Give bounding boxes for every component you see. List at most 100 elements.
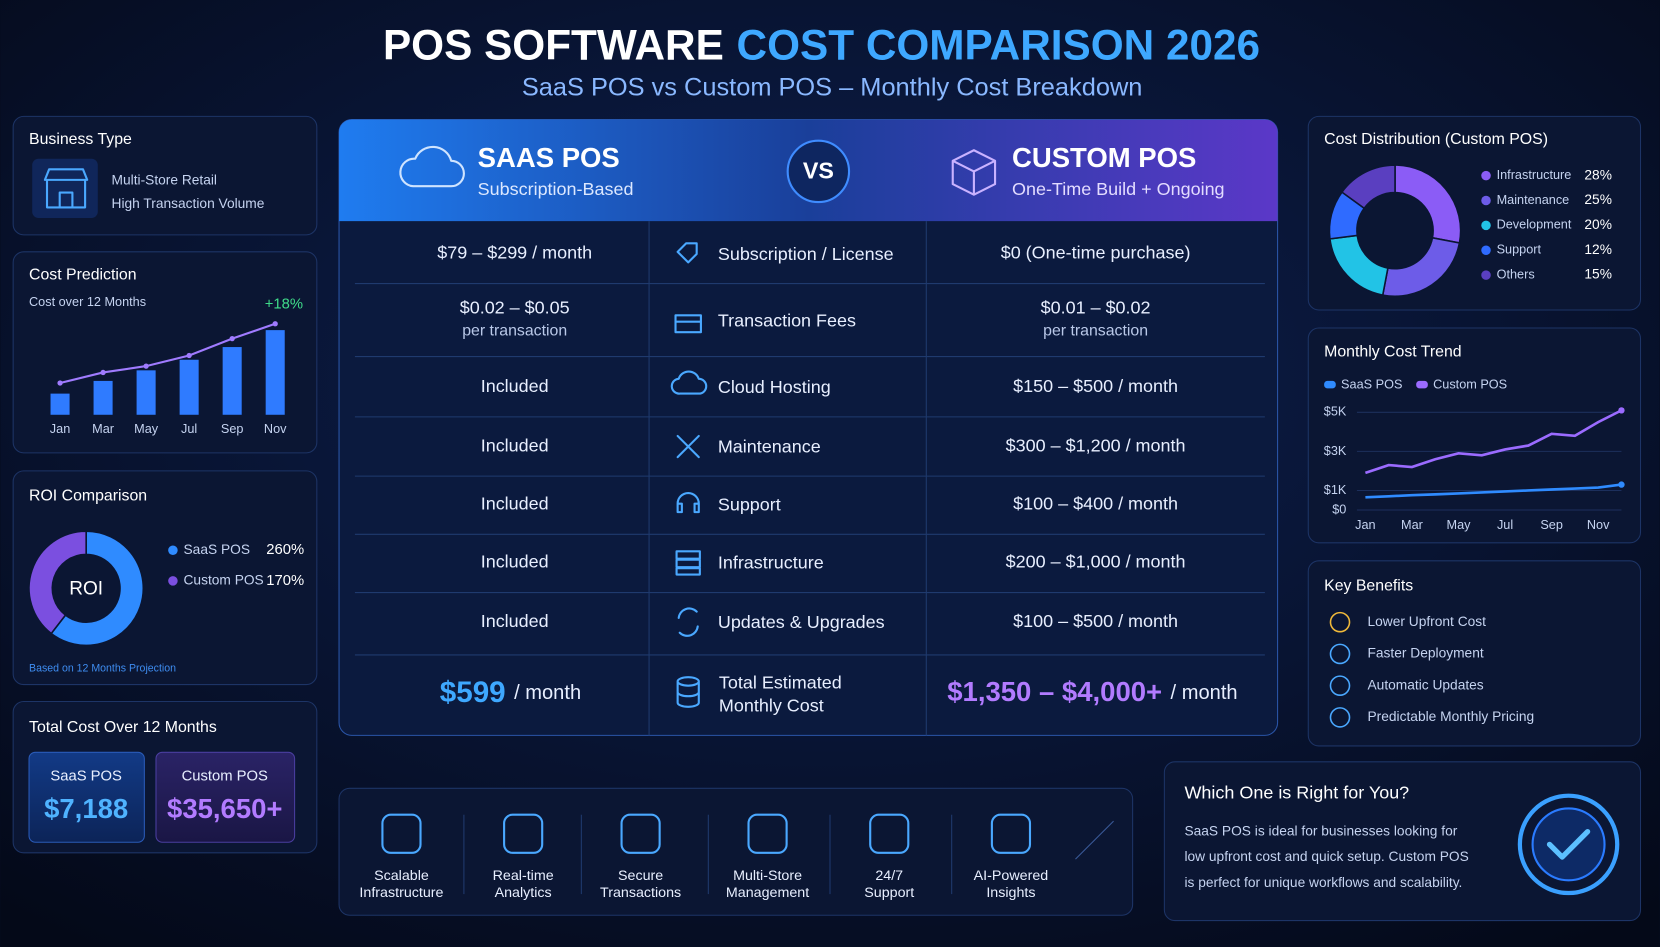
check-mark — [1546, 829, 1591, 860]
cell-text: $200 – $1,000 / month — [1006, 552, 1186, 572]
x-tick-label: May — [1447, 518, 1472, 532]
business-line: Multi-Store Retail — [112, 173, 217, 188]
feature-label: Support — [864, 885, 914, 901]
cell-text: $79 – $299 / month — [437, 243, 592, 263]
title: POS SOFTWARE COST COMPARISON 2026 — [383, 22, 1260, 69]
cell-text: $0.02 – $0.05 — [460, 298, 570, 318]
feature-label: Analytics — [495, 885, 552, 901]
feature-label: 24/7 — [875, 868, 903, 884]
legend-dot — [168, 545, 178, 555]
bar — [265, 330, 285, 415]
panel-subtitle: Cost over 12 Months — [29, 295, 146, 309]
benefit-label: Predictable Monthly Pricing — [1368, 709, 1535, 724]
x-tick-label: Mar — [1401, 518, 1424, 532]
icon-box — [32, 158, 98, 218]
panel-title: Which One is Right for You? — [1184, 782, 1409, 802]
feature-label: Subscription / License — [718, 244, 894, 264]
cell-text: $150 – $500 / month — [1013, 376, 1178, 396]
advice-line: low upfront cost and quick setup. Custom… — [1184, 849, 1468, 864]
comparison-rows: $79 – $299 / month $0 (One-time purchase)… — [354, 242, 1265, 716]
legend-dot — [1481, 170, 1491, 181]
legend-label: Support — [1497, 243, 1542, 257]
legend-dot — [1481, 195, 1491, 206]
legend-value: 260% — [266, 542, 304, 558]
bar — [222, 347, 242, 415]
advice-line: is perfect for unique workflows and scal… — [1184, 875, 1462, 890]
feature-icon — [677, 607, 699, 637]
feature-label: Total Estimated — [719, 672, 842, 692]
cell-text: $300 – $1,200 / month — [1006, 435, 1186, 455]
column-subtitle: One-Time Build + Ongoing — [1012, 179, 1225, 199]
feature-icon — [381, 813, 422, 854]
feature-icon — [869, 813, 910, 854]
trend-point — [186, 352, 192, 359]
y-tick-label: $1K — [1324, 483, 1347, 497]
x-tick-label: Jul — [1497, 518, 1513, 532]
feature-label: Transaction Fees — [718, 310, 856, 330]
cell-text: Included — [481, 376, 549, 396]
annotation: +18% — [265, 297, 303, 313]
feature-label: Monthly Cost — [719, 696, 824, 716]
panel-title: Key Benefits — [1324, 577, 1413, 594]
trend-line — [59, 322, 276, 385]
feature-label: Infrastructure — [359, 885, 443, 901]
legend-label: Custom POS — [1433, 378, 1507, 392]
feature-icon — [990, 813, 1032, 854]
feature-label: Cloud Hosting — [718, 377, 831, 397]
cell-text: $100 – $400 / month — [1013, 493, 1178, 513]
y-tick-label: $0 — [1332, 502, 1346, 516]
feature-icon — [676, 434, 700, 459]
total-value: $1,350 – $4,000+ — [947, 676, 1162, 707]
vs-label: VS — [803, 158, 834, 184]
x-tick-label: Jan — [1355, 518, 1375, 532]
x-tick-label: Sep — [221, 422, 244, 436]
legend-label: SaaS POS — [1341, 378, 1402, 392]
benefit-label: Lower Upfront Cost — [1368, 614, 1487, 629]
x-tick-label: May — [134, 422, 159, 436]
check-ring — [1517, 793, 1620, 896]
total-unit: / month — [514, 682, 581, 704]
feature-label: Management — [726, 885, 809, 901]
legend-value: 15% — [1584, 267, 1612, 282]
legend-label: Maintenance — [1497, 193, 1570, 207]
panel — [1307, 560, 1642, 747]
series-line — [1365, 483, 1622, 499]
feature-label: Scalable — [374, 868, 429, 884]
note: Based on 12 Months Projection — [29, 663, 176, 675]
benefit-label: Automatic Updates — [1368, 677, 1484, 692]
advice-text: SaaS POS is ideal for businesses looking… — [1184, 823, 1468, 890]
series-end — [1618, 407, 1625, 414]
column-subtitle: Subscription-Based — [478, 179, 634, 199]
cell-text: Included — [481, 435, 549, 455]
cell-text: per transaction — [1043, 322, 1148, 339]
cell-text: per transaction — [462, 322, 567, 339]
legend-dot — [1481, 270, 1491, 280]
bar — [93, 380, 113, 415]
feature-icon — [675, 550, 701, 576]
advice-line: SaaS POS is ideal for businesses looking… — [1184, 823, 1457, 838]
cloud-icon — [399, 145, 465, 188]
panel-title: Business Type — [29, 131, 132, 148]
title-part: COST COMPARISON 2026 — [737, 22, 1261, 69]
y-tick-label: $3K — [1324, 444, 1347, 458]
feature-label: AI-Powered — [974, 868, 1049, 884]
feature-label: Support — [718, 495, 781, 515]
legend-label: SaaS POS — [184, 542, 250, 557]
series-line — [1364, 409, 1623, 475]
bar — [136, 370, 156, 415]
feature-icon — [674, 314, 702, 334]
cell-text: $100 – $500 / month — [1013, 611, 1178, 631]
panel — [338, 787, 1134, 916]
feature-label: Insights — [986, 885, 1035, 901]
panel-title: Total Cost Over 12 Months — [29, 719, 217, 736]
cell-text: $0 (One-time purchase) — [1001, 243, 1191, 263]
feature-label: Multi-Store — [733, 868, 802, 884]
box-icon — [951, 149, 997, 196]
bar — [179, 359, 199, 415]
feature-icon — [747, 813, 788, 854]
feature-label: Secure — [618, 868, 663, 884]
legend-value: 20% — [1584, 217, 1612, 232]
card-value: $35,650+ — [167, 793, 282, 824]
trend-point — [100, 369, 106, 376]
